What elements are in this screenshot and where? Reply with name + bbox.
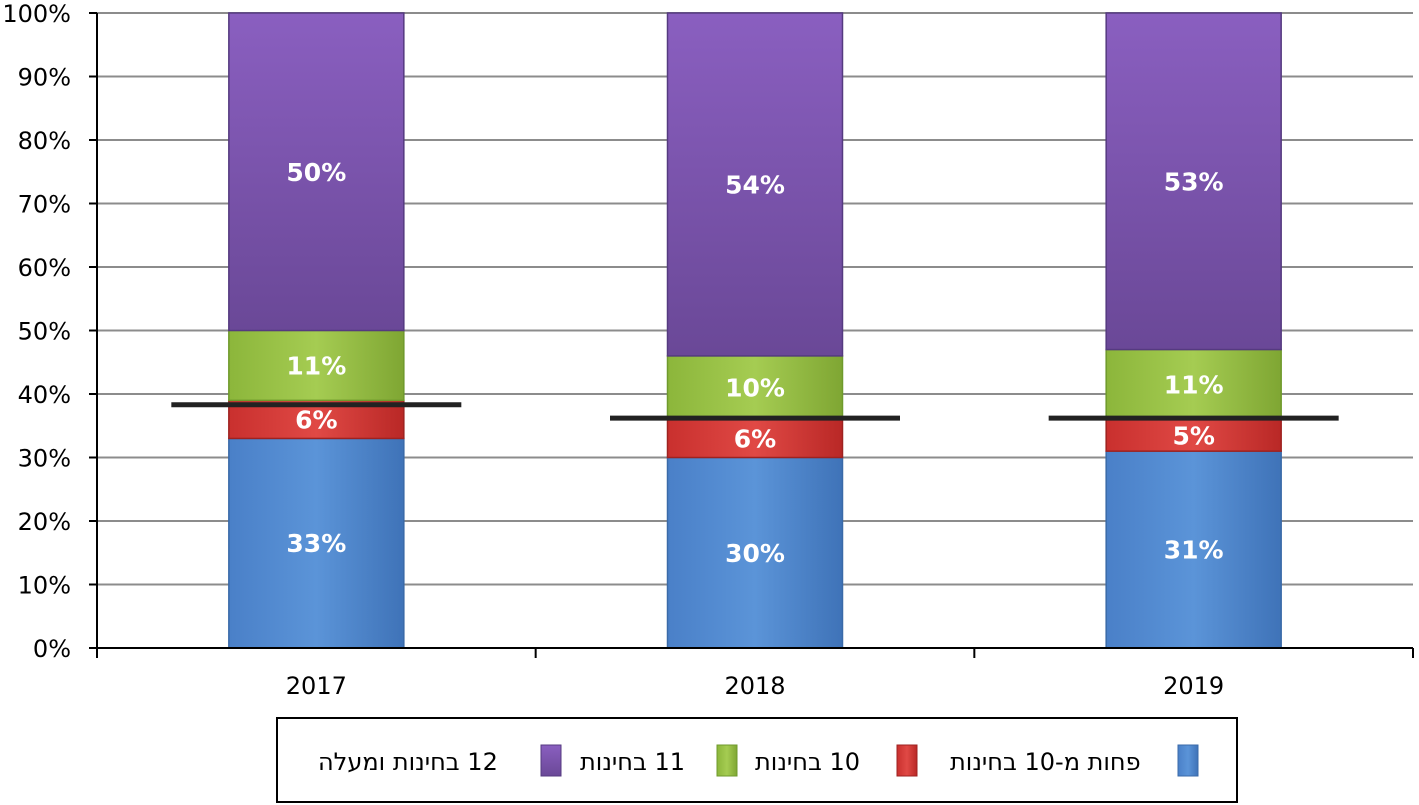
y-tick-label: 60%: [18, 254, 71, 282]
bar-segment: [666, 355, 844, 421]
y-axis-tick-labels: 0% 10% 20% 30% 40% 50% 60% 70% 80% 90% 100%: [2, 0, 71, 663]
axes: [96, 13, 1414, 658]
data-label: 31%: [1164, 536, 1224, 565]
y-tick-label: 30%: [18, 445, 71, 473]
legend-label: 11 בחינות: [580, 748, 685, 776]
bar-segment: [228, 12, 405, 332]
bar-segment: [666, 418, 844, 459]
y-tick-label: 80%: [18, 127, 71, 155]
x-tick-label: 2019: [1163, 672, 1224, 700]
bar-segment: [666, 12, 844, 357]
legend-swatch: [1177, 744, 1199, 777]
data-label: 5%: [1172, 421, 1214, 450]
data-label: 33%: [286, 529, 346, 558]
legend-label: 12 בחינות ומעלה: [318, 748, 498, 776]
x-axis-tick-labels: 2017 2018 2019: [286, 672, 1224, 700]
data-label: 6%: [734, 424, 776, 453]
legend-swatch: [716, 744, 738, 777]
legend-swatch: [540, 744, 562, 777]
bar-segment: [228, 437, 405, 649]
bar-segment: [1105, 418, 1282, 452]
y-tick-label: 10%: [18, 572, 71, 600]
bar-segment: [666, 456, 844, 649]
legend-swatch: [896, 744, 918, 777]
y-tick-label: 0%: [33, 635, 71, 663]
bars: [228, 12, 1282, 649]
x-tick-label: 2017: [286, 672, 347, 700]
data-label: 11%: [286, 351, 346, 380]
data-label: 30%: [725, 539, 785, 568]
y-tick-label: 40%: [18, 381, 71, 409]
y-tick-label: 50%: [18, 318, 71, 346]
data-label: 53%: [1164, 167, 1224, 196]
data-label: 10%: [725, 374, 785, 403]
data-label: 6%: [295, 405, 337, 434]
legend-label: פחות מ-10 בחינות: [950, 748, 1141, 776]
legend-box: [276, 717, 1238, 803]
x-tick-label: 2018: [724, 672, 785, 700]
bar-segment: [1105, 12, 1282, 351]
legend: 12 בחינות ומעלה 11 בחינות 10 בחינות פחות מ-…: [276, 717, 1238, 803]
y-tick-label: 90%: [18, 64, 71, 92]
legend-label: 10 בחינות: [755, 748, 860, 776]
y-tick-label: 70%: [18, 191, 71, 219]
y-tick-label: 20%: [18, 508, 71, 536]
reference-lines: [171, 402, 1339, 421]
data-label: 50%: [286, 158, 346, 187]
data-label: 54%: [725, 170, 785, 199]
bar-segment: [1105, 450, 1282, 649]
data-labels: 33% 6% 11% 50% 30% 6% 10% 54% 31% 5% 11% 53%: [286, 158, 1223, 568]
data-label: 11%: [1164, 370, 1224, 399]
y-tick-label: 100%: [2, 0, 71, 28]
